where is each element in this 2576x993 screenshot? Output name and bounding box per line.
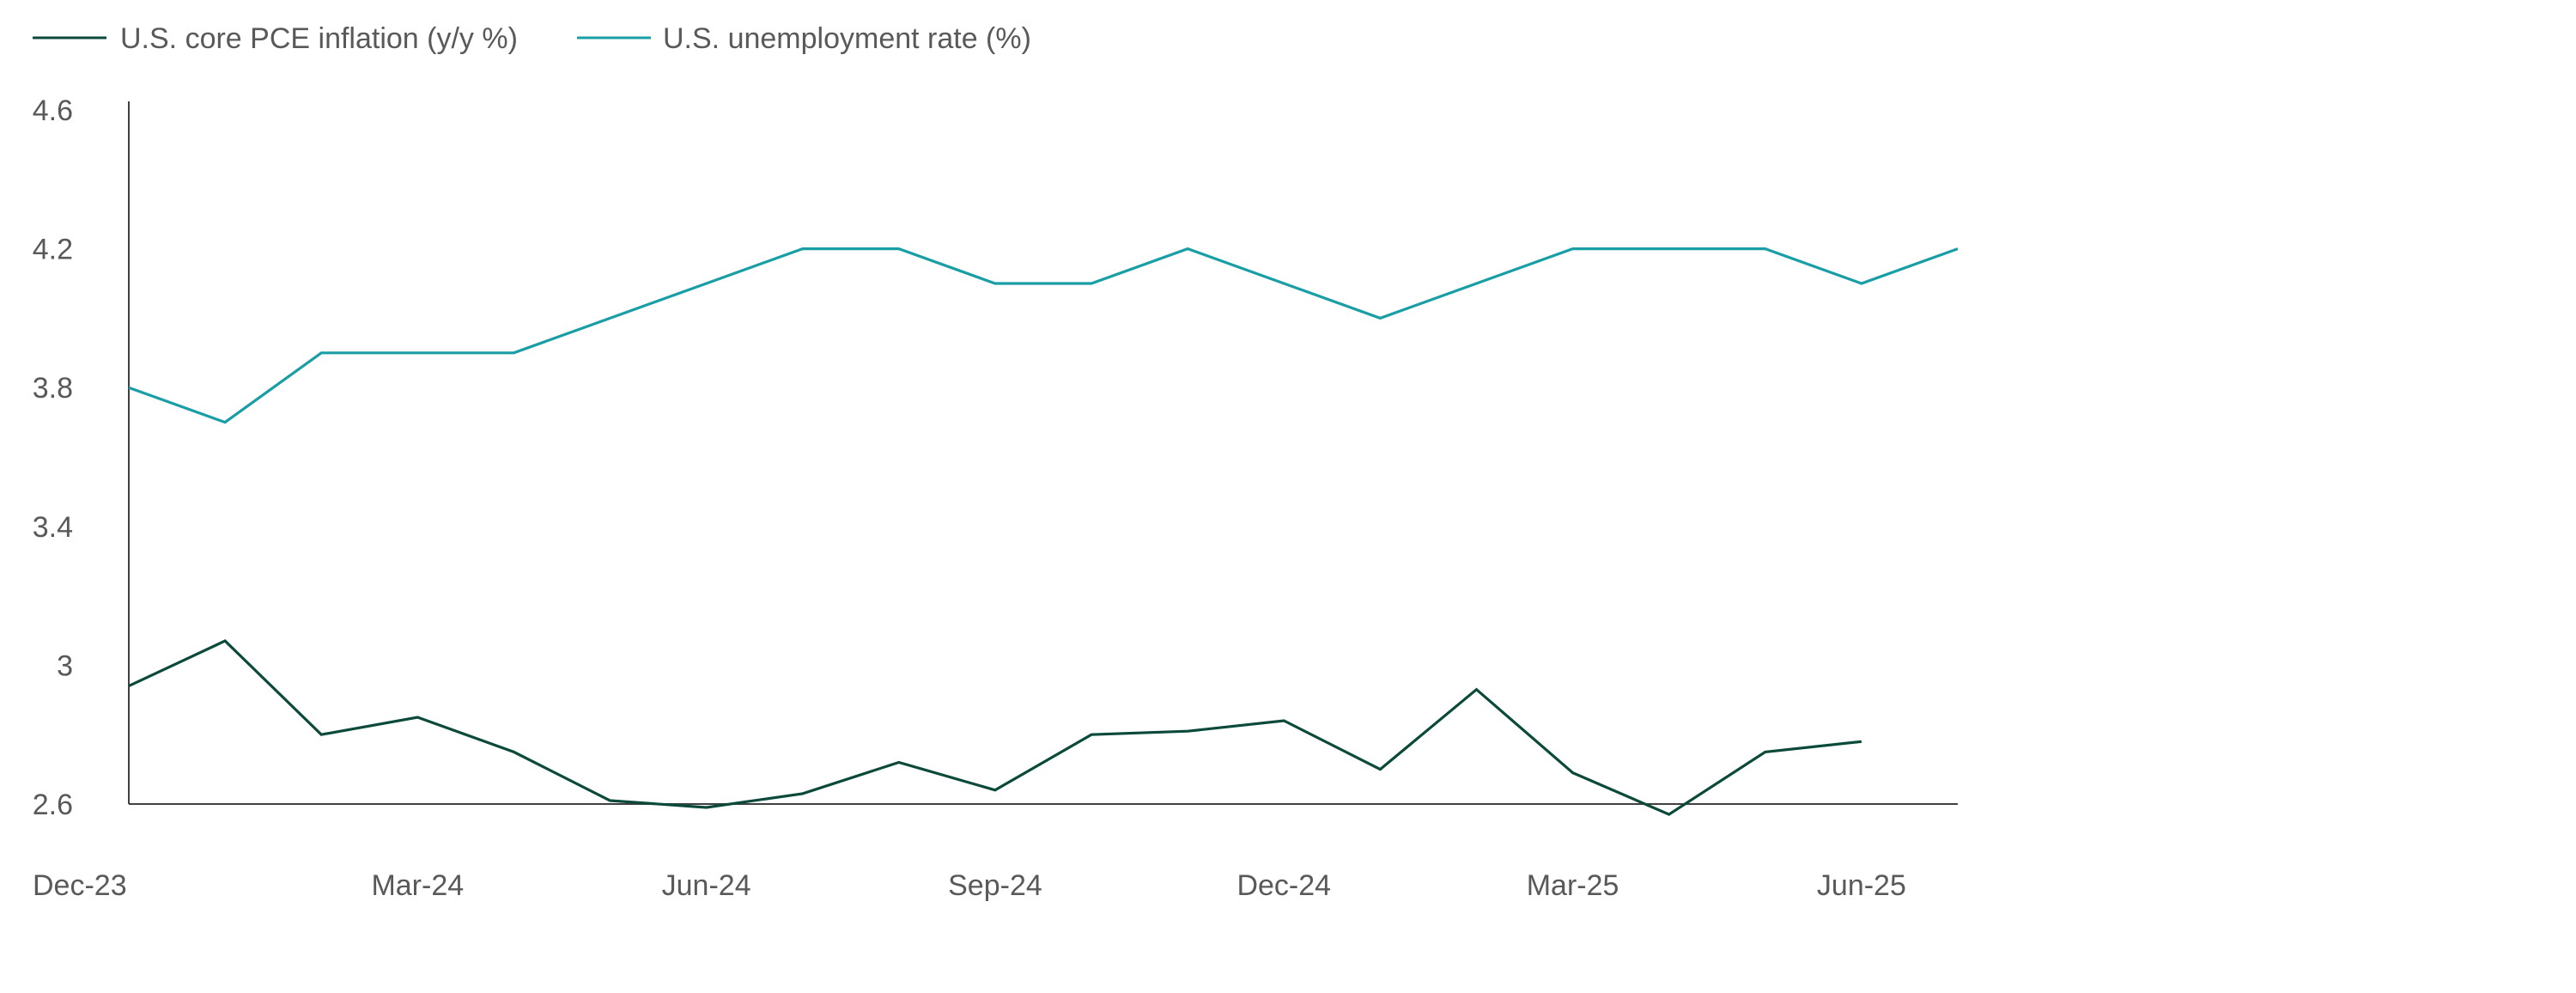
legend-item-unemployment: U.S. unemployment rate (%) — [577, 22, 1031, 55]
legend-label-core-pce: U.S. core PCE inflation (y/y %) — [120, 22, 518, 55]
x-tick-label: Mar-24 — [371, 869, 464, 902]
y-tick-label: 3.4 — [33, 511, 73, 544]
y-tick-label: 4.2 — [33, 234, 73, 266]
x-tick-label: Jun-25 — [1817, 869, 1906, 902]
y-tick-label: 3 — [57, 649, 73, 682]
y-tick-label: 3.8 — [33, 372, 73, 405]
x-tick-label: Sep-24 — [948, 869, 1042, 902]
y-tick-label: 4.6 — [33, 94, 73, 127]
axes — [128, 101, 1958, 805]
legend-item-core-pce: U.S. core PCE inflation (y/y %) — [33, 22, 518, 55]
legend-label-unemployment: U.S. unemployment rate (%) — [663, 22, 1031, 55]
x-tick-label: Jun-24 — [662, 869, 751, 902]
legend: U.S. core PCE inflation (y/y %) U.S. une… — [33, 22, 1031, 55]
x-axis-tick-labels: Dec-23 Mar-24 Jun-24 Sep-24 Dec-24 Mar-25 Jun-… — [33, 869, 1906, 902]
y-axis-tick-labels: 4.6 4.2 3.8 3.4 3 2.6 — [33, 94, 73, 821]
series-line-unemployment — [128, 247, 1959, 424]
y-tick-label: 2.6 — [33, 789, 73, 821]
plot-area — [128, 247, 1959, 816]
series-line-core-pce — [128, 639, 1862, 816]
x-tick-label: Mar-25 — [1527, 869, 1619, 902]
x-tick-label: Dec-24 — [1236, 869, 1331, 902]
x-tick-label: Dec-23 — [33, 869, 127, 902]
